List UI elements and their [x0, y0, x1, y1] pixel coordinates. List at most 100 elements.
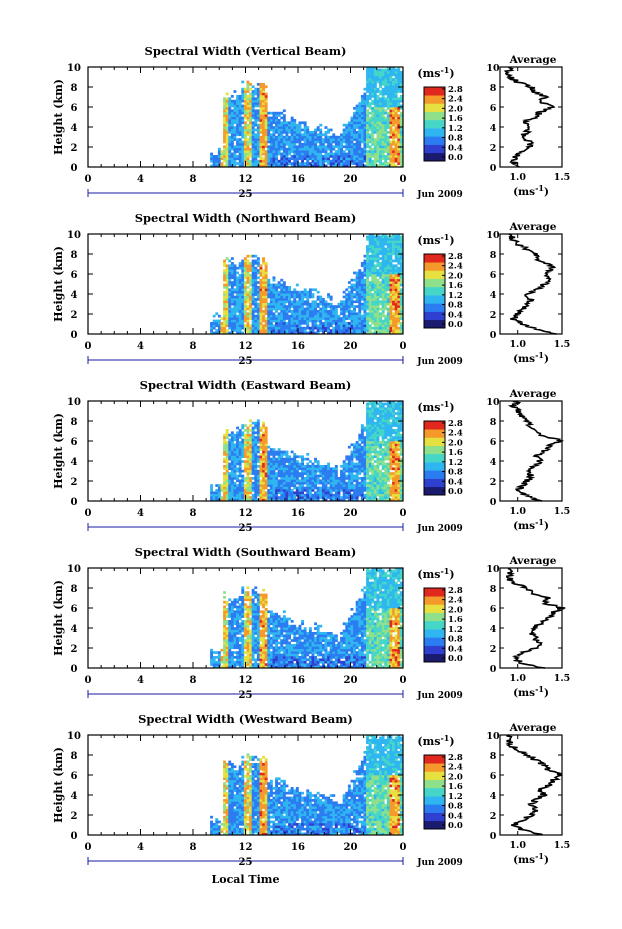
- heatmap-cell: [379, 107, 382, 110]
- heatmap-cell: [332, 474, 336, 478]
- heatmap-cell: [306, 486, 310, 490]
- heatmap-cell: [295, 331, 299, 334]
- heatmap-cell: [384, 68, 388, 72]
- heatmap-cell: [254, 460, 258, 463]
- heatmap-cell: [371, 235, 375, 239]
- heatmap-cell: [277, 324, 281, 328]
- heatmap-cell: [295, 491, 299, 495]
- heatmap-cell: [280, 493, 284, 497]
- heatmap-cell: [249, 83, 252, 86]
- heatmap-cell: [376, 234, 380, 236]
- heatmap-cell: [267, 314, 271, 318]
- heatmap-cell: [386, 99, 390, 103]
- heatmap-cell: [225, 324, 229, 328]
- heatmap-cell: [360, 114, 364, 117]
- heatmap-cell: [230, 145, 234, 149]
- heatmap-cell: [233, 133, 237, 137]
- heatmap-cell: [290, 300, 294, 304]
- heatmap-cell: [254, 426, 258, 430]
- heatmap-cell: [249, 462, 252, 466]
- heatmap-cell: [345, 295, 349, 299]
- heatmap-cell: [337, 331, 341, 334]
- heatmap-cell: [225, 498, 229, 501]
- heatmap-cell: [340, 469, 343, 473]
- heatmap-cell: [379, 295, 382, 299]
- heatmap-cell: [225, 157, 229, 161]
- heatmap-cell: [334, 477, 338, 480]
- heatmap-cell: [267, 286, 271, 289]
- heatmap-cell: [236, 150, 239, 153]
- heatmap-cell: [225, 319, 229, 323]
- heatmap-cell: [285, 286, 289, 289]
- heatmap-cell: [290, 162, 294, 165]
- heatmap-cell: [340, 164, 343, 167]
- heatmap-cell: [249, 302, 252, 306]
- heatmap-cell: [254, 421, 258, 425]
- heatmap-cell: [269, 295, 273, 299]
- heatmap-cell: [254, 135, 258, 139]
- heatmap-cell: [256, 436, 260, 439]
- heatmap-cell: [373, 317, 377, 320]
- heatmap-cell: [355, 119, 359, 122]
- heatmap-cell: [399, 274, 403, 277]
- heatmap-cell: [376, 288, 380, 292]
- heatmap-cell: [256, 281, 260, 284]
- heatmap-cell: [376, 283, 380, 287]
- heatmap-cell: [368, 247, 372, 251]
- heatmap-cell: [397, 293, 401, 296]
- heatmap-cell: [243, 455, 247, 459]
- heatmap-cell: [363, 150, 367, 153]
- heatmap-cell: [295, 469, 299, 473]
- heatmap-cell: [366, 254, 369, 258]
- heatmap-cell: [298, 135, 302, 139]
- heatmap-cell: [264, 107, 268, 110]
- heatmap-cell: [371, 87, 375, 91]
- heatmap-cell: [399, 99, 403, 103]
- heatmap-cell: [324, 150, 328, 153]
- heatmap-cell: [251, 295, 255, 299]
- heatmap-cell: [295, 312, 299, 316]
- heatmap-cell: [334, 317, 338, 320]
- heatmap-cell: [386, 302, 390, 306]
- heatmap-cell: [238, 491, 242, 495]
- heatmap-cell: [246, 152, 250, 156]
- heatmap-cell: [259, 269, 263, 272]
- heatmap-cell: [376, 95, 380, 98]
- heatmap-cell: [389, 271, 393, 275]
- average-frame: [499, 233, 563, 335]
- heatmap-cell: [347, 145, 351, 149]
- heatmap-cell: [329, 484, 333, 487]
- heatmap-cell: [376, 295, 380, 299]
- heatmap-cell: [264, 283, 268, 287]
- heatmap-cell: [301, 152, 304, 156]
- heatmap-cell: [314, 140, 317, 144]
- heatmap-cell: [267, 111, 271, 115]
- heatmap-cell: [267, 329, 271, 332]
- heatmap-cell: [215, 331, 219, 334]
- heatmap-cell: [371, 300, 375, 304]
- heatmap-cell: [259, 157, 263, 161]
- heatmap-cell: [379, 302, 382, 306]
- heatmap-cell: [397, 305, 401, 308]
- heatmap-cell: [355, 489, 359, 492]
- heatmap-cell: [386, 286, 390, 289]
- heatmap-cell: [228, 109, 232, 113]
- heatmap-cell: [334, 319, 338, 323]
- heatmap-cell: [376, 109, 380, 113]
- heatmap-cell: [373, 250, 377, 253]
- heatmap-cell: [394, 286, 398, 289]
- heatmap-cell: [303, 135, 307, 139]
- heatmap-cell: [215, 155, 219, 158]
- heatmap-cell: [389, 157, 393, 161]
- heatmap-cell: [282, 484, 286, 487]
- heatmap-cell: [389, 307, 393, 311]
- heatmap-cell: [223, 467, 226, 471]
- heatmap-cell: [243, 266, 247, 270]
- heatmap-cell: [392, 271, 395, 275]
- heatmap-cell: [298, 314, 302, 318]
- heatmap-cell: [285, 147, 289, 151]
- heatmap-cell: [277, 133, 281, 137]
- heatmap-cell: [282, 145, 286, 149]
- heatmap-cell: [332, 484, 336, 487]
